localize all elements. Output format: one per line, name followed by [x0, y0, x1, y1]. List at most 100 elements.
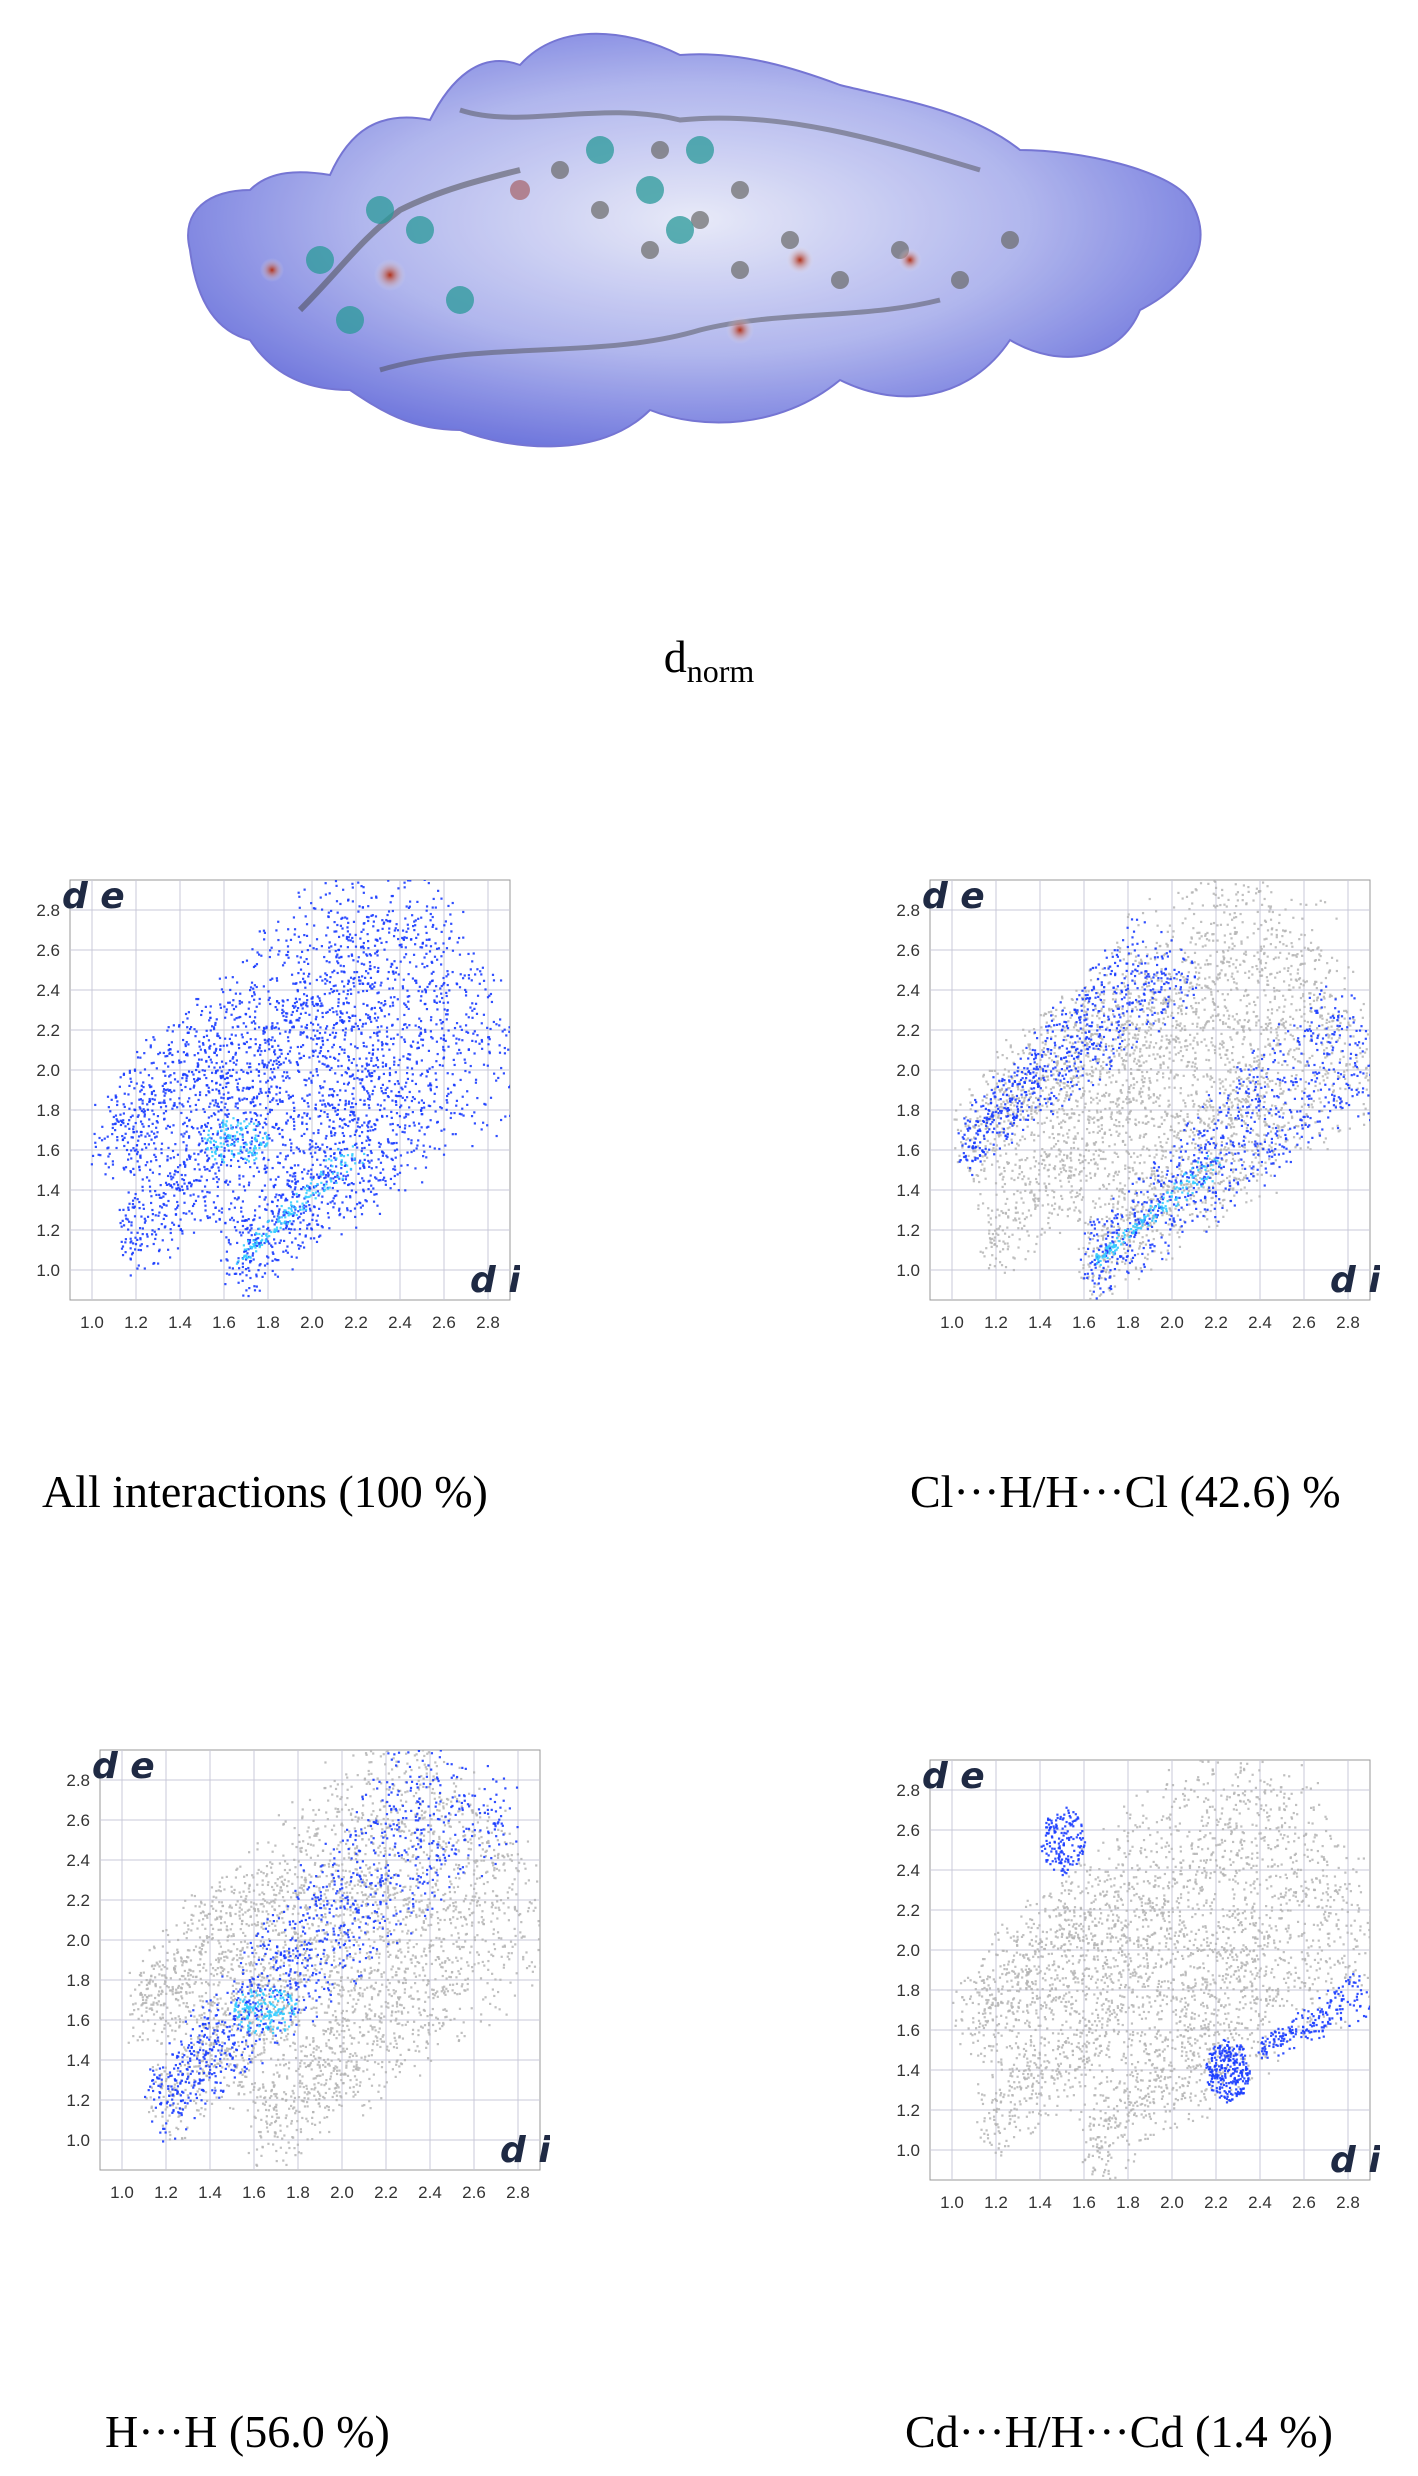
x-tick-label: 2.4 [418, 2183, 442, 2202]
y-tick-label: 2.6 [66, 1811, 90, 1830]
axis-corner-de: d e [92, 1746, 155, 1787]
y-tick-label: 2.0 [896, 1941, 920, 1960]
fingerprint-panel-all: 1.0 1.2 1.4 1.6 1.8 2.0 2.2 2.4 2.6 2.8 1.0 1.2 1.4 1… [0, 860, 520, 1420]
x-tick-label: 1.6 [212, 1313, 236, 1332]
x-tick-label: 1.8 [1116, 1313, 1140, 1332]
y-tick-label: 2.0 [36, 1061, 60, 1080]
fingerprint-plot-clh: 1.0 1.2 1.4 1.6 1.8 2.0 2.2 2.4 2.6 2.8 1.0 1.2 1.4 1… [896, 876, 1380, 1332]
x-tick-label: 2.0 [330, 2183, 354, 2202]
y-tick-label: 1.4 [66, 2051, 90, 2070]
x-tick-label: 1.2 [984, 1313, 1008, 1332]
y-tick-label: 2.8 [36, 901, 60, 920]
caption-all: All interactions (100 %) [42, 1466, 488, 1517]
fingerprint-panel-cdh: 1.0 1.2 1.4 1.6 1.8 2.0 2.2 2.4 2.6 2.8 1.0 1.2 1.4 1… [860, 1740, 1380, 2300]
y-tick-label: 2.8 [896, 901, 920, 920]
x-tick-label: 1.0 [80, 1313, 104, 1332]
x-tick-label: 1.2 [984, 2193, 1008, 2212]
x-tick-label: 2.2 [374, 2183, 398, 2202]
y-tick-label: 1.6 [896, 1141, 920, 1160]
y-tick-label: 1.8 [896, 1981, 920, 2000]
y-tick-label: 2.6 [896, 1821, 920, 1840]
caption-cdh: Cd···H/H···Cd (1.4 %) [905, 2406, 1333, 2457]
y-tick-label: 2.4 [66, 1851, 90, 1870]
y-tick-label: 1.6 [66, 2011, 90, 2030]
y-tick-label: 1.0 [36, 1261, 60, 1280]
x-tick-label: 2.6 [1292, 1313, 1316, 1332]
surface-label-sub: norm [686, 653, 755, 690]
x-tick-label: 2.2 [1204, 2193, 1228, 2212]
y-tick-label: 1.8 [36, 1101, 60, 1120]
y-tick-label: 1.2 [896, 2101, 920, 2120]
x-tick-label: 1.0 [940, 2193, 964, 2212]
y-tick-label: 2.0 [896, 1061, 920, 1080]
y-tick-label: 1.0 [66, 2131, 90, 2150]
x-tick-label: 1.8 [256, 1313, 280, 1332]
x-tick-label: 1.0 [940, 1313, 964, 1332]
y-tick-label: 1.6 [896, 2021, 920, 2040]
x-tick-label: 2.8 [1336, 2193, 1360, 2212]
y-tick-label: 1.2 [896, 1221, 920, 1240]
y-tick-label: 2.0 [66, 1931, 90, 1950]
y-tick-label: 2.8 [66, 1771, 90, 1790]
y-tick-label: 1.6 [36, 1141, 60, 1160]
y-tick-label: 2.2 [896, 1901, 920, 1920]
fingerprint-plot-cdh: 1.0 1.2 1.4 1.6 1.8 2.0 2.2 2.4 2.6 2.8 1.0 1.2 1.4 1… [896, 1756, 1380, 2212]
y-tick-label: 1.2 [36, 1221, 60, 1240]
fingerprint-plot-all: 1.0 1.2 1.4 1.6 1.8 2.0 2.2 2.4 2.6 2.8 1.0 1.2 1.4 1… [36, 876, 520, 1332]
x-tick-label: 2.4 [1248, 1313, 1272, 1332]
axis-corner-di: d i [470, 1260, 520, 1301]
x-tick-label: 1.0 [110, 2183, 134, 2202]
y-tick-label: 1.0 [896, 2141, 920, 2160]
x-tick-label: 2.6 [462, 2183, 486, 2202]
x-tick-label: 2.0 [1160, 1313, 1184, 1332]
scatter-points [953, 880, 1370, 1300]
axis-corner-di: d i [1330, 2140, 1380, 2181]
scatter-points [127, 1750, 540, 2170]
y-tick-label: 2.6 [896, 941, 920, 960]
y-tick-label: 1.4 [36, 1181, 60, 1200]
x-tick-label: 2.0 [1160, 2193, 1184, 2212]
x-tick-label: 1.4 [1028, 2193, 1052, 2212]
caption-hh: H···H (56.0 %) [105, 2406, 390, 2457]
axis-corner-di: d i [1330, 1260, 1380, 1301]
y-tick-label: 2.8 [896, 1781, 920, 1800]
axis-corner-di: d i [500, 2130, 550, 2171]
surface-label-main: d [663, 631, 687, 682]
axis-corner-de: d e [62, 876, 125, 917]
x-tick-label: 2.8 [506, 2183, 530, 2202]
x-tick-label: 2.4 [1248, 2193, 1272, 2212]
fingerprint-plot-hh: 1.0 1.2 1.4 1.6 1.8 2.0 2.2 2.4 2.6 2.8 1.0 1.2 1.4 1… [66, 1746, 550, 2202]
x-tick-label: 1.6 [242, 2183, 266, 2202]
y-tick-label: 1.0 [896, 1261, 920, 1280]
caption-clh: Cl···H/H···Cl (42.6) % [910, 1466, 1341, 1517]
y-tick-label: 1.8 [896, 1101, 920, 1120]
x-tick-label: 2.6 [1292, 2193, 1316, 2212]
y-tick-label: 2.4 [36, 981, 60, 1000]
x-tick-label: 2.4 [388, 1313, 412, 1332]
y-tick-label: 1.4 [896, 1181, 920, 1200]
axis-corner-de: d e [922, 876, 985, 917]
x-tick-label: 1.2 [124, 1313, 148, 1332]
y-tick-label: 1.2 [66, 2091, 90, 2110]
x-tick-label: 1.4 [1028, 1313, 1052, 1332]
x-tick-label: 1.2 [154, 2183, 178, 2202]
axis-corner-de: d e [922, 1756, 985, 1797]
x-tick-label: 1.8 [1116, 2193, 1140, 2212]
x-tick-label: 2.6 [432, 1313, 456, 1332]
x-tick-label: 2.2 [1204, 1313, 1228, 1332]
y-tick-label: 1.4 [896, 2061, 920, 2080]
fingerprint-panel-clh: 1.0 1.2 1.4 1.6 1.8 2.0 2.2 2.4 2.6 2.8 1.0 1.2 1.4 1… [860, 860, 1380, 1420]
y-tick-label: 2.4 [896, 981, 920, 1000]
y-tick-label: 2.2 [66, 1891, 90, 1910]
x-tick-label: 1.6 [1072, 2193, 1096, 2212]
x-tick-label: 2.8 [476, 1313, 500, 1332]
x-tick-label: 1.4 [168, 1313, 192, 1332]
fingerprint-panel-hh: 1.0 1.2 1.4 1.6 1.8 2.0 2.2 2.4 2.6 2.8 1.0 1.2 1.4 1… [30, 1730, 550, 2290]
hirshfeld-surface-image [180, 10, 1210, 550]
y-tick-label: 2.2 [896, 1021, 920, 1040]
y-tick-label: 2.2 [36, 1021, 60, 1040]
y-tick-label: 2.6 [36, 941, 60, 960]
x-tick-label: 1.6 [1072, 1313, 1096, 1332]
x-tick-label: 2.2 [344, 1313, 368, 1332]
scatter-points [952, 1760, 1370, 2180]
